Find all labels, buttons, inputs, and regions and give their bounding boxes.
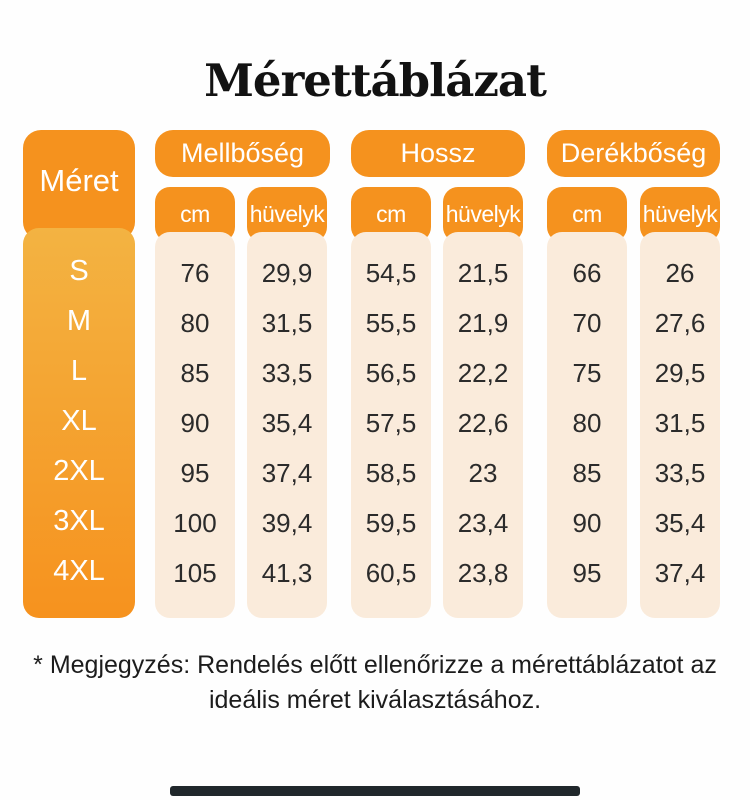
table-cell: 100 [173, 508, 217, 538]
column-derekboseg-cm: cm 66 70 75 80 85 90 95 [547, 187, 627, 618]
column-body: 21,5 21,9 22,2 22,6 23 23,4 23,8 [443, 232, 523, 618]
group-header-hossz: Hossz [351, 130, 525, 177]
size-row-label: 4XL [53, 555, 105, 587]
table-cell: 90 [180, 408, 210, 438]
home-indicator-bar [170, 786, 580, 796]
table-cell: 41,3 [261, 558, 313, 588]
table-cell: 22,6 [457, 408, 509, 438]
table-cell: 37,4 [261, 458, 313, 488]
table-cell: 60,5 [365, 558, 417, 588]
table-cell: 66 [572, 258, 602, 288]
table-cell: 31,5 [261, 308, 313, 338]
table-cell: 21,9 [457, 308, 509, 338]
table-cell: 27,6 [654, 308, 706, 338]
table-cell: 35,4 [261, 408, 313, 438]
size-column: Méret S M L XL 2XL 3XL 4XL [23, 130, 135, 618]
column-body: 26 27,6 29,5 31,5 33,5 35,4 37,4 [640, 232, 720, 618]
note-line-1: * Megjegyzés: Rendelés előtt ellenőrizze… [33, 651, 717, 679]
table-cell: 37,4 [654, 558, 706, 588]
table-cell: 21,5 [457, 258, 509, 288]
table-cell: 23,8 [457, 558, 509, 588]
column-body: 54,5 55,5 56,5 57,5 58,5 59,5 60,5 [351, 232, 431, 618]
table-cell: 22,2 [457, 358, 509, 388]
column-hossz-huvelyk: hüvelyk 21,5 21,9 22,2 22,6 23 23,4 23,8 [443, 187, 523, 618]
table-cell: 85 [572, 458, 602, 488]
size-row-label: 3XL [53, 505, 105, 537]
table-cell: 23,4 [457, 508, 509, 538]
size-column-body: S M L XL 2XL 3XL 4XL [23, 228, 135, 618]
table-cell: 59,5 [365, 508, 417, 538]
page-title: Mérettáblázat [204, 54, 547, 107]
table-cell: 26 [665, 258, 695, 288]
size-row-label: L [70, 355, 88, 387]
column-mellboseg-cm: cm 76 80 85 90 95 100 105 [155, 187, 235, 618]
table-cell: 75 [572, 358, 602, 388]
table-cell: 55,5 [365, 308, 417, 338]
column-hossz-cm: cm 54,5 55,5 56,5 57,5 58,5 59,5 60,5 [351, 187, 431, 618]
size-row-label: S [69, 255, 89, 287]
column-derekboseg-huvelyk: hüvelyk 26 27,6 29,5 31,5 33,5 35,4 37,4 [640, 187, 720, 618]
column-body: 66 70 75 80 85 90 95 [547, 232, 627, 618]
table-cell: 105 [173, 558, 217, 588]
table-cell: 76 [180, 258, 210, 288]
table-cell: 54,5 [365, 258, 417, 288]
table-cell: 95 [180, 458, 210, 488]
table-cell: 39,4 [261, 508, 313, 538]
table-cell: 31,5 [654, 408, 706, 438]
table-cell: 57,5 [365, 408, 417, 438]
group-header-mellboseg: Mellbőség [155, 130, 330, 177]
column-mellboseg-huvelyk: hüvelyk 29,9 31,5 33,5 35,4 37,4 39,4 41… [247, 187, 327, 618]
column-body: 76 80 85 90 95 100 105 [155, 232, 235, 618]
table-cell: 33,5 [261, 358, 313, 388]
note-line-2: ideális méret kiválasztásához. [208, 686, 542, 714]
table-cell: 85 [180, 358, 210, 388]
table-cell: 23 [468, 458, 498, 488]
table-cell: 58,5 [365, 458, 417, 488]
table-cell: 35,4 [654, 508, 706, 538]
table-cell: 70 [572, 308, 602, 338]
table-cell: 29,5 [654, 358, 706, 388]
column-body: 29,9 31,5 33,5 35,4 37,4 39,4 41,3 [247, 232, 327, 618]
size-row-label: XL [61, 405, 97, 437]
table-cell: 90 [572, 508, 602, 538]
table-cell: 56,5 [365, 358, 417, 388]
size-row-label: 2XL [53, 455, 105, 487]
size-column-header: Méret [23, 130, 135, 240]
table-cell: 95 [572, 558, 602, 588]
group-header-derekboseg: Derékbőség [547, 130, 720, 177]
table-cell: 80 [180, 308, 210, 338]
table-cell: 29,9 [261, 258, 313, 288]
table-cell: 80 [572, 408, 602, 438]
note-text: * Megjegyzés: Rendelés előtt ellenőrizze… [0, 648, 750, 718]
table-cell: 33,5 [654, 458, 706, 488]
size-row-label: M [66, 305, 92, 337]
